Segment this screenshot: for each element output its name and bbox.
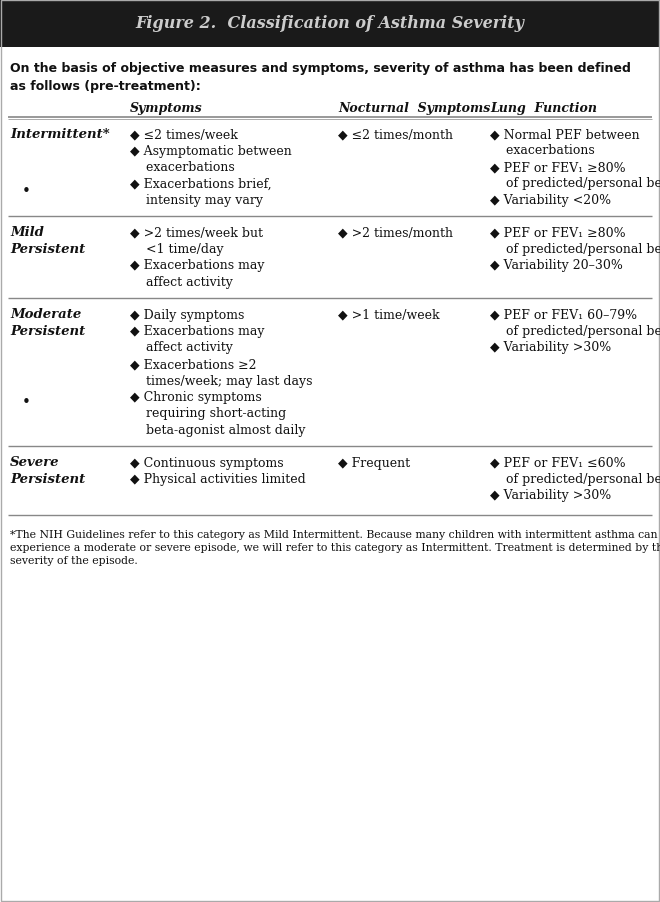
Text: ◆ Continuous symptoms: ◆ Continuous symptoms [130,456,284,469]
Text: ◆ Exacerbations may: ◆ Exacerbations may [130,325,265,337]
Text: severity of the episode.: severity of the episode. [10,556,138,566]
Text: affect activity: affect activity [130,276,233,289]
Text: ◆ Normal PEF between: ◆ Normal PEF between [490,128,640,141]
Text: *The NIH Guidelines refer to this category as Mild Intermittent. Because many ch: *The NIH Guidelines refer to this catego… [10,529,657,539]
Text: ◆ PEF or FEV₁ ≥80%: ◆ PEF or FEV₁ ≥80% [490,161,626,174]
Text: times/week; may last days: times/week; may last days [130,374,312,387]
Text: of predicted/personal best: of predicted/personal best [490,178,660,190]
Text: ◆ Exacerbations ≥2: ◆ Exacerbations ≥2 [130,357,257,371]
Text: ◆ Physical activities limited: ◆ Physical activities limited [130,473,306,485]
Text: ◆ >2 times/week but: ◆ >2 times/week but [130,226,263,239]
Text: Intermittent*: Intermittent* [10,128,110,141]
Text: exacerbations: exacerbations [490,144,595,157]
Text: ◆ ≤2 times/month: ◆ ≤2 times/month [338,128,453,141]
Text: •: • [22,183,31,198]
Text: as follows (pre-treatment):: as follows (pre-treatment): [10,80,201,93]
Text: ◆ Frequent: ◆ Frequent [338,456,410,469]
Text: ◆ Asymptomatic between: ◆ Asymptomatic between [130,144,292,157]
Text: Persistent: Persistent [10,325,85,337]
Text: Severe: Severe [10,456,59,469]
Text: ◆ Variability >30%: ◆ Variability >30% [490,489,611,502]
Text: ◆ Chronic symptoms: ◆ Chronic symptoms [130,391,262,403]
Text: affect activity: affect activity [130,341,233,354]
Text: ◆ >2 times/month: ◆ >2 times/month [338,226,453,239]
Bar [0,0,660,48]
Text: ◆ PEF or FEV₁ 60–79%: ◆ PEF or FEV₁ 60–79% [490,308,637,321]
Text: On the basis of objective measures and symptoms, severity of asthma has been def: On the basis of objective measures and s… [10,62,631,75]
Text: beta-agonist almost daily: beta-agonist almost daily [130,424,306,437]
Text: ◆ Daily symptoms: ◆ Daily symptoms [130,308,244,321]
Text: ◆ Variability 20–30%: ◆ Variability 20–30% [490,259,623,272]
Text: Mild: Mild [10,226,44,239]
Text: ◆ PEF or FEV₁ ≤60%: ◆ PEF or FEV₁ ≤60% [490,456,626,469]
Text: ◆ Exacerbations brief,: ◆ Exacerbations brief, [130,178,272,190]
Text: intensity may vary: intensity may vary [130,194,263,207]
Text: •: • [22,394,31,410]
Text: of predicted/personal best: of predicted/personal best [490,243,660,255]
Text: ◆ ≤2 times/week: ◆ ≤2 times/week [130,128,238,141]
Text: of predicted/personal best: of predicted/personal best [490,473,660,485]
Text: <1 time/day: <1 time/day [130,243,224,255]
Text: ◆ Exacerbations may: ◆ Exacerbations may [130,259,265,272]
Text: Moderate: Moderate [10,308,81,321]
Text: exacerbations: exacerbations [130,161,235,174]
Text: experience a moderate or severe episode, we will refer to this category as Inter: experience a moderate or severe episode,… [10,542,660,552]
Text: Persistent: Persistent [10,243,85,255]
Text: ◆ PEF or FEV₁ ≥80%: ◆ PEF or FEV₁ ≥80% [490,226,626,239]
Text: ◆ >1 time/week: ◆ >1 time/week [338,308,440,321]
Text: ◆ Variability >30%: ◆ Variability >30% [490,341,611,354]
Text: Lung  Function: Lung Function [490,102,597,115]
Text: ◆ Variability <20%: ◆ Variability <20% [490,194,611,207]
Text: Figure 2.  Classification of Asthma Severity: Figure 2. Classification of Asthma Sever… [135,15,525,32]
Text: of predicted/personal best: of predicted/personal best [490,325,660,337]
Text: requiring short-acting: requiring short-acting [130,407,286,420]
Text: Nocturnal  Symptoms: Nocturnal Symptoms [338,102,490,115]
Text: Persistent: Persistent [10,473,85,485]
Text: Symptoms: Symptoms [130,102,203,115]
